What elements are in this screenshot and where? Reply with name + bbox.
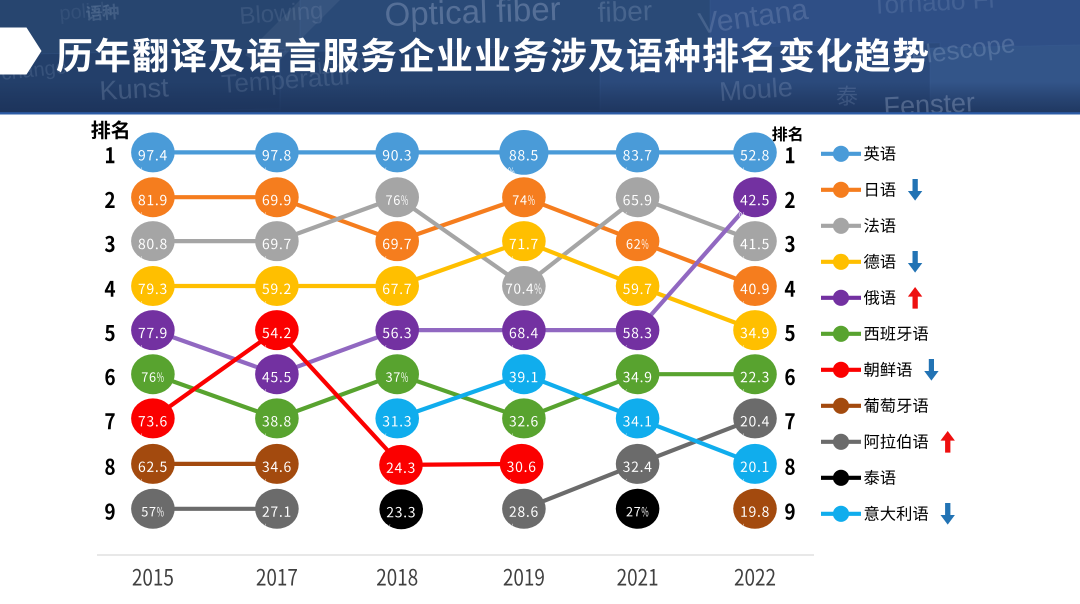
svg-text:fiber: fiber [597, 0, 653, 28]
svg-text:Kunst: Kunst [99, 72, 170, 106]
svg-text:Optical fiber: Optical fiber [384, 0, 561, 33]
svg-text:Moule: Moule [718, 72, 793, 107]
svg-text:Fenster: Fenster [883, 87, 976, 122]
svg-text:polish: polish [59, 0, 113, 25]
svg-text:Tornado Fi: Tornado Fi [871, 0, 995, 20]
svg-text:Blowing: Blowing [239, 0, 325, 30]
